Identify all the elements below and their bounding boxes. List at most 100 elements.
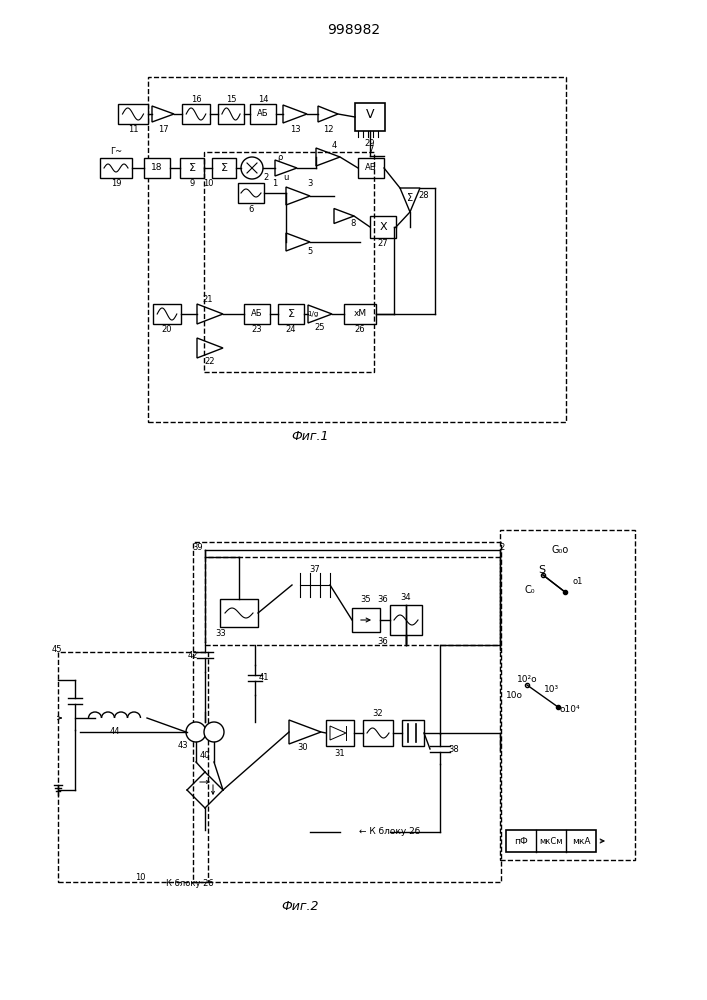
Bar (144, 158, 170, 178)
Bar (182, 104, 210, 124)
Text: 36: 36 (378, 595, 388, 604)
Text: 33: 33 (216, 630, 226, 639)
Text: АБ: АБ (251, 310, 263, 318)
Text: 11: 11 (128, 125, 139, 134)
Text: 30: 30 (298, 744, 308, 752)
Text: 10: 10 (135, 874, 145, 882)
Polygon shape (330, 726, 346, 740)
Text: 34: 34 (401, 592, 411, 601)
Text: Σ: Σ (288, 309, 295, 319)
Text: 2: 2 (264, 172, 269, 182)
Polygon shape (286, 233, 310, 251)
Bar (278, 304, 304, 324)
Bar (352, 608, 380, 632)
Text: хМ: хМ (354, 310, 366, 318)
Polygon shape (275, 160, 297, 176)
Text: АБ: АБ (366, 163, 377, 172)
Text: Σ: Σ (221, 163, 228, 173)
Text: 7: 7 (368, 145, 374, 154)
Text: 31: 31 (334, 748, 345, 758)
Circle shape (204, 722, 224, 742)
Text: 44: 44 (110, 728, 120, 736)
Text: 15: 15 (226, 95, 236, 104)
Text: 21: 21 (203, 296, 214, 304)
Text: мкА: мкА (572, 836, 590, 846)
Polygon shape (152, 106, 174, 122)
Text: Σ: Σ (189, 163, 196, 173)
Polygon shape (308, 305, 332, 323)
Bar (58, 652, 208, 882)
Text: S: S (539, 565, 546, 575)
Text: 1/g: 1/g (308, 311, 319, 317)
Text: 10: 10 (203, 180, 214, 188)
Text: G₀o: G₀o (551, 545, 568, 555)
Text: 6: 6 (248, 205, 254, 214)
Text: 27: 27 (378, 239, 388, 248)
Bar (363, 720, 393, 746)
Text: 2: 2 (499, 542, 505, 552)
Text: ← К блоку 2б: ← К блоку 2б (359, 828, 421, 836)
Circle shape (186, 722, 206, 742)
Text: 18: 18 (151, 163, 163, 172)
Bar (118, 104, 148, 124)
Text: 37: 37 (310, 564, 320, 574)
Bar (244, 304, 270, 324)
Text: Фиг.1: Фиг.1 (291, 430, 329, 444)
Bar (500, 530, 635, 860)
Bar (402, 720, 424, 746)
Bar (220, 599, 258, 627)
Text: Σ: Σ (407, 193, 413, 203)
Text: u: u (284, 174, 288, 182)
Text: 10²o: 10²o (517, 676, 537, 684)
Text: 19: 19 (111, 180, 121, 188)
Bar (250, 104, 276, 124)
Text: 29: 29 (365, 138, 375, 147)
Bar (100, 158, 132, 178)
Text: Фиг.2: Фиг.2 (281, 900, 319, 914)
Bar (212, 158, 236, 178)
Bar (238, 183, 264, 203)
Text: 23: 23 (252, 326, 262, 334)
Bar (218, 104, 244, 124)
Text: 13: 13 (290, 125, 300, 134)
Text: V: V (366, 108, 374, 121)
Text: Г~: Г~ (110, 146, 122, 155)
Bar (153, 304, 181, 324)
Text: пФ: пФ (514, 836, 528, 846)
Bar (204, 152, 374, 372)
Polygon shape (334, 209, 354, 224)
Text: АБ: АБ (257, 109, 269, 118)
Text: 38: 38 (449, 744, 460, 754)
Text: 36: 36 (378, 638, 388, 647)
Circle shape (241, 157, 263, 179)
Polygon shape (400, 188, 420, 212)
Bar (205, 557, 500, 645)
Text: 35: 35 (361, 595, 371, 604)
Text: 43: 43 (177, 742, 188, 750)
Polygon shape (197, 304, 223, 324)
Bar (358, 158, 384, 178)
Text: мкСм: мкСм (539, 836, 563, 846)
Polygon shape (316, 148, 340, 166)
Text: 39: 39 (193, 542, 204, 552)
Text: 22: 22 (205, 357, 215, 365)
Bar (506, 830, 596, 852)
Text: 20: 20 (162, 326, 173, 334)
Text: К блоку 2б: К блоку 2б (166, 880, 214, 888)
Bar (390, 605, 422, 635)
Text: 8: 8 (350, 220, 356, 229)
Polygon shape (286, 187, 310, 205)
Text: 16: 16 (191, 95, 201, 104)
Text: 4: 4 (332, 141, 337, 150)
Text: 42: 42 (188, 650, 198, 660)
Bar (180, 158, 204, 178)
Bar (193, 542, 501, 882)
Text: 9: 9 (189, 180, 194, 188)
Text: 24: 24 (286, 326, 296, 334)
Text: 41: 41 (259, 672, 269, 682)
Text: 12: 12 (323, 125, 333, 134)
Bar (370, 216, 396, 238)
Bar (326, 720, 354, 746)
Text: 45: 45 (52, 646, 62, 654)
Text: 40: 40 (200, 752, 210, 760)
